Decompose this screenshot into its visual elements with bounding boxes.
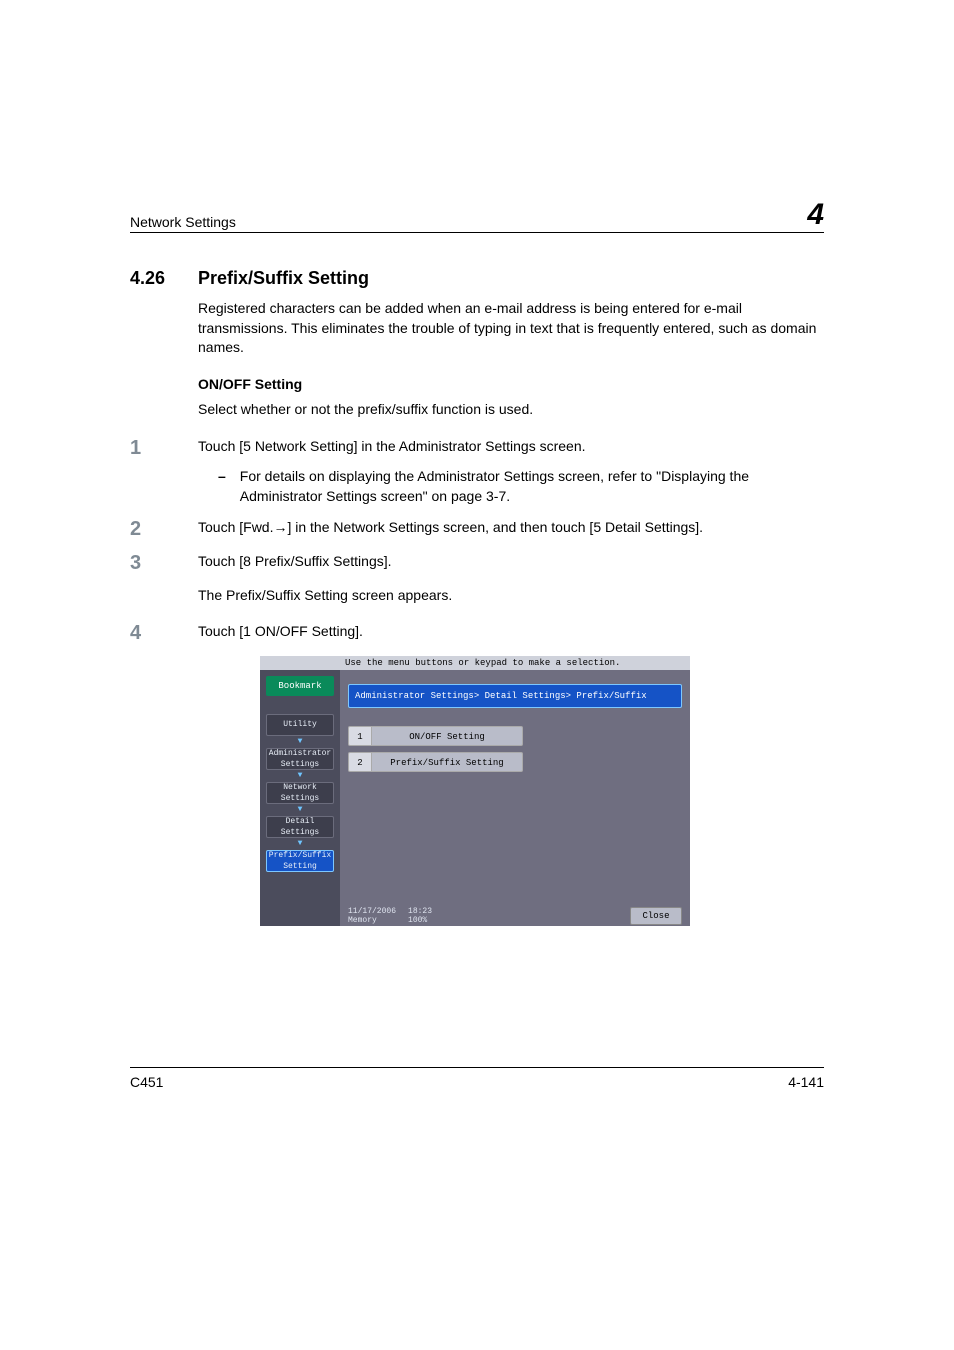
section-title: Prefix/Suffix Setting — [198, 268, 369, 289]
section-heading: 4.26 Prefix/Suffix Setting — [130, 268, 824, 289]
close-button[interactable]: Close — [630, 907, 682, 925]
footer-date: 11/17/2006 — [348, 907, 396, 916]
step-text: Touch [5 Network Setting] in the Adminis… — [198, 437, 824, 506]
section-intro: Registered characters can be added when … — [198, 299, 824, 358]
running-header: Network Settings 4 — [130, 200, 824, 233]
chapter-number: 4 — [807, 200, 824, 230]
footer-memory-value: 100% — [408, 916, 432, 925]
step-text: Touch [1 ON/OFF Setting]. — [198, 622, 824, 642]
ui-sidebar: Bookmark Utility ▼ Administrator Setting… — [260, 670, 340, 926]
subsection-heading: ON/OFF Setting — [198, 376, 824, 392]
step-subitem: – For details on displaying the Administ… — [218, 467, 824, 506]
step-number: 2 — [130, 518, 198, 540]
nav-detail-settings[interactable]: Detail Settings — [266, 816, 334, 838]
nav-network-settings[interactable]: Network Settings — [266, 782, 334, 804]
footer-page-number: 4-141 — [788, 1074, 824, 1090]
menu-item-label: Prefix/Suffix Setting — [372, 752, 523, 772]
step-number: 3 — [130, 552, 198, 574]
section-number: 4.26 — [130, 268, 180, 289]
menu-item-prefix-suffix[interactable]: 2 Prefix/Suffix Setting — [348, 752, 682, 772]
ui-topbar: Use the menu buttons or keypad to make a… — [260, 656, 690, 670]
nav-utility[interactable]: Utility — [266, 714, 334, 736]
running-title: Network Settings — [130, 214, 236, 230]
step-text-content: Touch [5 Network Setting] in the Adminis… — [198, 438, 586, 454]
step-text: Touch [8 Prefix/Suffix Settings]. — [198, 552, 824, 572]
nav-admin-settings[interactable]: Administrator Settings — [266, 748, 334, 770]
step: 3 Touch [8 Prefix/Suffix Settings]. — [130, 552, 824, 574]
chevron-down-icon: ▼ — [260, 806, 340, 814]
step-result: The Prefix/Suffix Setting screen appears… — [198, 586, 824, 606]
ui-main-panel: Administrator Settings> Detail Settings>… — [340, 670, 690, 926]
chevron-down-icon: ▼ — [260, 840, 340, 848]
footer-memory-label: Memory — [348, 916, 396, 925]
document-page: Network Settings 4 4.26 Prefix/Suffix Se… — [0, 0, 954, 1350]
step: 4 Touch [1 ON/OFF Setting]. — [130, 622, 824, 644]
ui-footer: 11/17/2006 Memory 18:23 100% Close — [340, 906, 690, 926]
step-text: Touch [Fwd.→] in the Network Settings sc… — [198, 518, 824, 538]
page-footer: C451 4-141 — [130, 1067, 824, 1090]
chevron-down-icon: ▼ — [260, 772, 340, 780]
bookmark-button[interactable]: Bookmark — [266, 676, 334, 696]
embedded-ui-screenshot: Use the menu buttons or keypad to make a… — [260, 656, 690, 926]
subsection-lead: Select whether or not the prefix/suffix … — [198, 400, 824, 420]
footer-time: 18:23 — [408, 907, 432, 916]
dash-icon: – — [218, 467, 226, 487]
menu-item-number: 2 — [348, 752, 372, 772]
nav-prefix-suffix-setting[interactable]: Prefix/Suffix Setting — [266, 850, 334, 872]
chevron-down-icon: ▼ — [260, 738, 340, 746]
step: 2 Touch [Fwd.→] in the Network Settings … — [130, 518, 824, 540]
step-subtext: For details on displaying the Administra… — [240, 467, 824, 506]
breadcrumb: Administrator Settings> Detail Settings>… — [348, 684, 682, 708]
step-number: 4 — [130, 622, 198, 644]
menu-item-number: 1 — [348, 726, 372, 746]
menu-item-label: ON/OFF Setting — [372, 726, 523, 746]
footer-model: C451 — [130, 1074, 163, 1090]
step: 1 Touch [5 Network Setting] in the Admin… — [130, 437, 824, 506]
step-number: 1 — [130, 437, 198, 459]
menu-item-onoff[interactable]: 1 ON/OFF Setting — [348, 726, 682, 746]
